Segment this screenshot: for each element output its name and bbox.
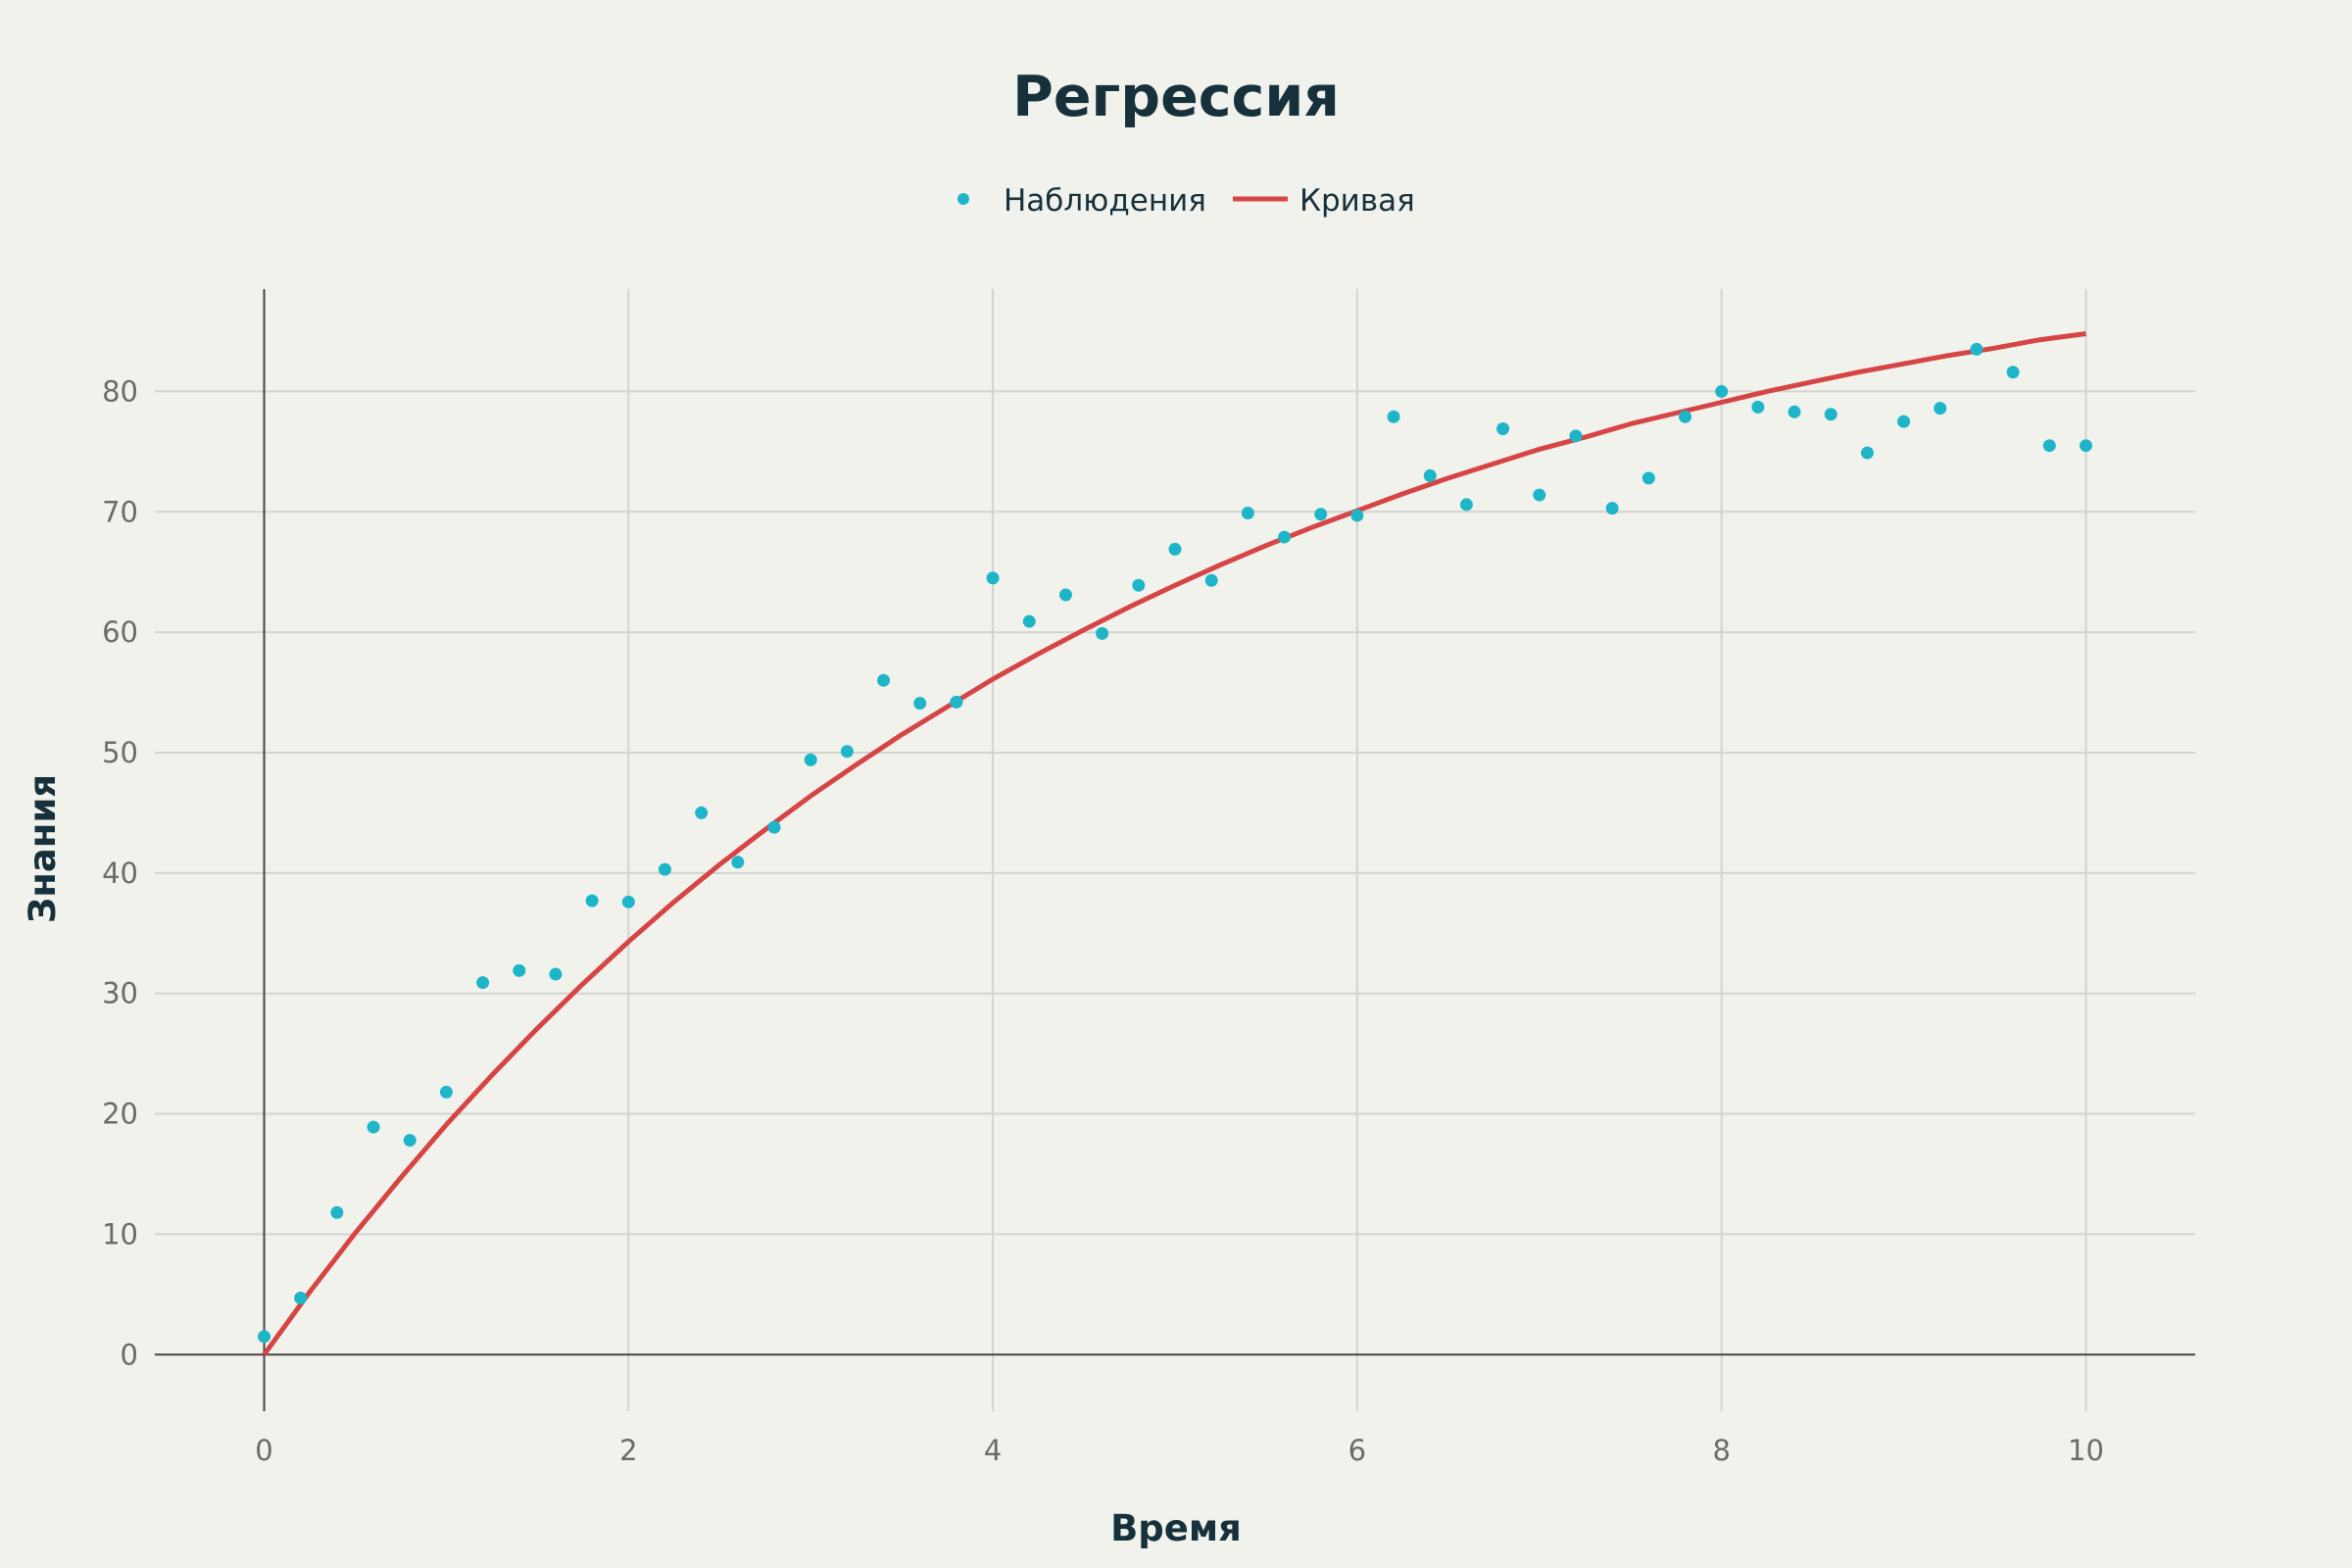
observation-point [403, 1134, 416, 1148]
observation-point [585, 894, 599, 907]
observation-point [1058, 588, 1072, 602]
y-tick-label: 0 [121, 1338, 138, 1371]
x-tick-label: 0 [255, 1434, 272, 1467]
observation-point [1132, 578, 1146, 592]
x-tick-label: 6 [1348, 1434, 1366, 1467]
observation-point [258, 1330, 271, 1344]
observation-point [1715, 384, 1729, 398]
observation-point [1423, 468, 1437, 482]
observation-point [877, 673, 891, 687]
observation-point [1496, 422, 1510, 436]
y-tick-label: 60 [102, 615, 138, 649]
observation-point [1314, 508, 1328, 521]
observation-point [1751, 400, 1765, 414]
legend-observations-marker [957, 193, 969, 205]
observation-point [950, 695, 963, 709]
legend: Наблюдения Кривая [957, 183, 1415, 219]
observation-point [840, 745, 854, 759]
observation-point [1605, 502, 1619, 515]
curve-line [262, 331, 2086, 1356]
observation-point [1387, 410, 1400, 423]
y-tick-label: 20 [102, 1098, 138, 1131]
observation-point [2042, 439, 2056, 453]
observation-point [1533, 488, 1546, 502]
observation-point [1204, 573, 1218, 587]
observation-point [986, 571, 1000, 585]
y-tick-label: 30 [102, 977, 138, 1010]
observation-point [439, 1085, 453, 1099]
grid [155, 289, 2195, 1411]
observation-point [2006, 366, 2020, 379]
y-tick-label: 10 [102, 1217, 138, 1250]
legend-curve-label: Кривая [1299, 183, 1415, 219]
observation-point [1350, 509, 1364, 522]
observation-point [1022, 614, 1036, 628]
observation-point [1788, 405, 1801, 418]
observation-point [2079, 439, 2092, 453]
axes [155, 289, 2195, 1411]
observation-point [804, 753, 817, 766]
observation-point [621, 895, 635, 908]
y-tick-label: 50 [102, 736, 138, 769]
y-tick-label: 40 [102, 857, 138, 890]
chart-title: Регрессия [1012, 65, 1340, 129]
observation-point [1459, 498, 1473, 512]
observation-point [1970, 342, 1984, 356]
observation-point [731, 856, 745, 869]
observation-point [513, 963, 526, 977]
observation-point [1278, 530, 1292, 544]
observation-point [1642, 471, 1655, 485]
observation-point [659, 862, 671, 876]
observation-point [1096, 626, 1109, 640]
x-axis-title: Время [1110, 1507, 1242, 1549]
y-tick-label: 80 [102, 374, 138, 408]
observation-point [913, 697, 927, 710]
observation-point [1241, 507, 1254, 520]
observation-point [1168, 542, 1182, 556]
observation-point [767, 820, 781, 834]
y-axis-title: Знания [22, 774, 64, 923]
legend-observations-label: Наблюдения [1004, 183, 1206, 219]
observation-point [1934, 402, 1947, 416]
observation-point [367, 1120, 380, 1134]
y-tick-label: 70 [102, 495, 138, 528]
observation-point [1569, 429, 1583, 443]
observation-point [549, 967, 563, 981]
curve-series [262, 331, 2086, 1356]
observation-point [1897, 415, 1911, 428]
observation-point [330, 1205, 344, 1219]
x-tick-label: 2 [619, 1434, 637, 1467]
observation-point [695, 806, 709, 819]
observation-point [1824, 408, 1838, 421]
x-tick-label: 4 [984, 1434, 1002, 1467]
observation-point [294, 1292, 308, 1305]
observation-point [1860, 446, 1874, 460]
x-tick-label: 10 [2068, 1434, 2104, 1467]
tick-labels: 0 10 20 30 40 50 60 70 80 0 2 4 6 8 10 [102, 374, 2104, 1467]
x-tick-label: 8 [1712, 1434, 1730, 1467]
observation-series [258, 342, 2092, 1344]
observation-point [1679, 410, 1691, 423]
observation-point [476, 976, 490, 990]
